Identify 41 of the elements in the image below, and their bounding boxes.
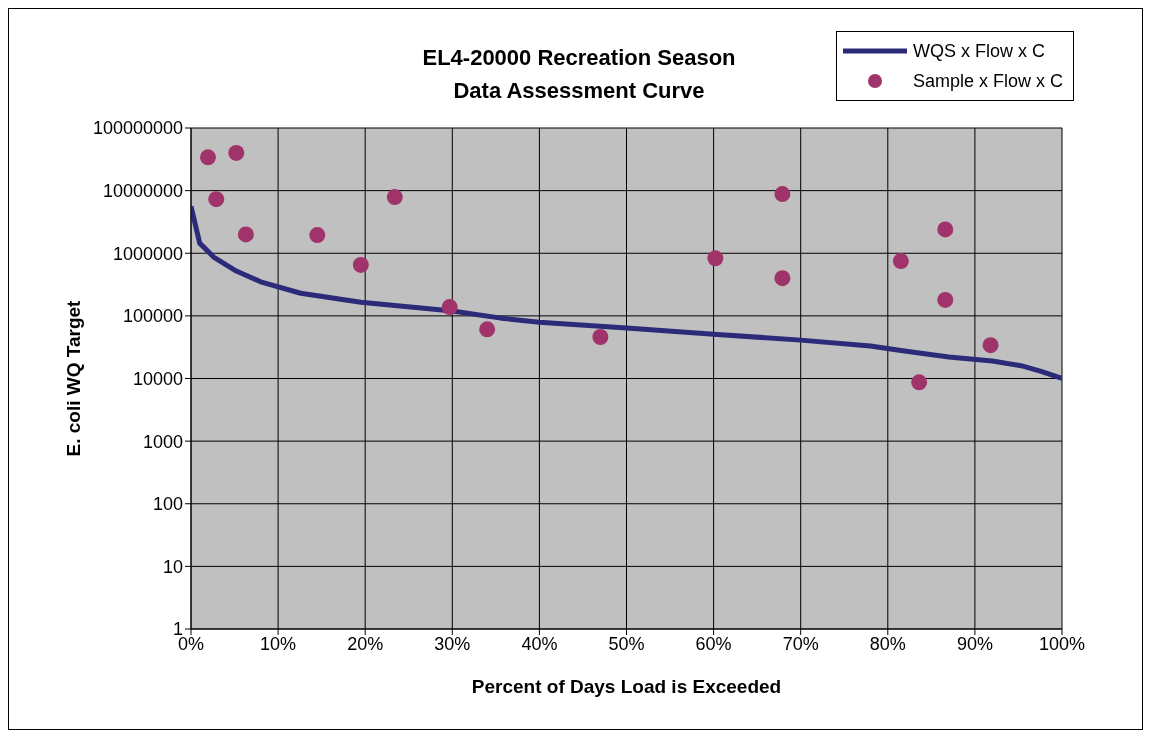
x-tick-label: 50%: [608, 633, 645, 654]
chart-title: EL4-20000 Recreation Season Data Assessment Curve: [421, 44, 737, 105]
y-tick-label: 100000000: [92, 118, 183, 139]
point: [479, 321, 496, 338]
legend-label: Sample x Flow x C: [912, 70, 1063, 92]
point: [937, 221, 954, 238]
x-tick-label: 40%: [521, 633, 558, 654]
point: [911, 374, 928, 391]
x-tick-label: 30%: [434, 633, 471, 654]
point: [208, 191, 225, 208]
point: [228, 144, 245, 161]
point: [309, 227, 326, 244]
point: [199, 149, 216, 166]
point: [352, 256, 369, 273]
legend-label: WQS x Flow x C: [912, 40, 1045, 62]
point: [592, 329, 609, 345]
point: [237, 226, 254, 243]
point: [774, 186, 791, 203]
point: [774, 270, 791, 287]
y-tick-label: 10000000: [102, 181, 183, 202]
x-tick-label: 100%: [1038, 633, 1086, 654]
y-tick-label: 100000: [122, 306, 183, 327]
x-tick-label: 60%: [695, 633, 732, 654]
point: [937, 291, 954, 308]
y-tick-label: 10: [162, 556, 183, 577]
y-axis-title: E. coli WQ Target: [62, 299, 84, 457]
point: [982, 337, 999, 354]
x-tick-label: 70%: [782, 633, 819, 654]
x-tick-label: 80%: [869, 633, 906, 654]
point: [386, 189, 403, 206]
x-tick-label: 90%: [956, 633, 993, 654]
x-tick-label: 20%: [347, 633, 384, 654]
y-tick-label: 1000: [142, 431, 183, 452]
y-tick-label: 1000000: [112, 243, 183, 264]
y-tick-label: 100: [152, 494, 183, 515]
x-axis-title: Percent of Days Load is Exceeded: [471, 676, 782, 697]
point: [707, 250, 724, 267]
point: [892, 253, 909, 270]
point: [441, 299, 458, 316]
x-tick-label: 10%: [260, 633, 297, 654]
y-tick-label: 10000: [132, 368, 183, 389]
